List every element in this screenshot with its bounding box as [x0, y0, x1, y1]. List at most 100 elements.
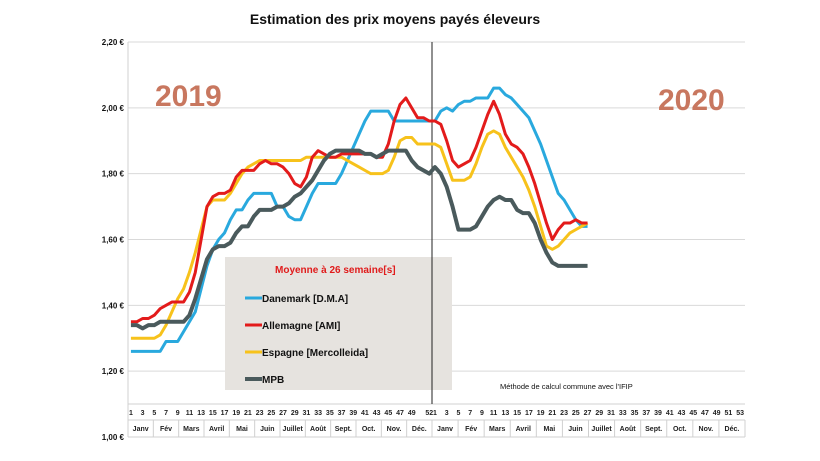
x-tick-label: 35	[326, 410, 334, 417]
legend-label: Danemark [D.M.A]	[262, 294, 348, 305]
series-line-4	[130, 148, 588, 331]
x-tick-label: 31	[607, 410, 615, 417]
month-label: Juin	[568, 426, 582, 433]
month-label: Avril	[209, 426, 224, 433]
y-tick-label: 1,20 €	[102, 367, 125, 376]
x-tick-label: 1	[433, 410, 437, 417]
x-tick-label: 9	[480, 410, 484, 417]
x-tick-label: 23	[256, 410, 264, 417]
month-label: Sept.	[645, 426, 662, 433]
x-tick-label: 21	[244, 410, 252, 417]
month-label: Juin	[260, 426, 274, 433]
x-tick-label: 5	[456, 410, 460, 417]
x-tick-label: 53	[736, 410, 744, 417]
x-tick-label: 33	[619, 410, 627, 417]
x-tick-label: 1	[129, 410, 133, 417]
x-tick-label: 49	[408, 410, 416, 417]
month-label: Sept.	[335, 426, 352, 433]
x-tick-label: 21	[548, 410, 556, 417]
month-label: Mai	[236, 426, 248, 433]
x-tick-label: 3	[141, 410, 145, 417]
x-tick-label: 29	[595, 410, 603, 417]
x-tick-label: 51	[725, 410, 733, 417]
month-label: Déc.	[412, 426, 427, 433]
x-tick-label: 31	[303, 410, 311, 417]
x-tick-label: 29	[291, 410, 299, 417]
x-tick-label: 37	[338, 410, 346, 417]
x-tick-label: 19	[537, 410, 545, 417]
month-label: Mars	[183, 426, 199, 433]
x-tick-label: 25	[572, 410, 580, 417]
series-line-2	[130, 96, 588, 324]
x-tick-label: 49	[713, 410, 721, 417]
x-tick-label: 45	[384, 410, 392, 417]
x-tick-label: 5	[152, 410, 156, 417]
x-tick-label: 39	[349, 410, 357, 417]
method-note: Méthode de calcul commune avec l'IFIP	[500, 382, 633, 391]
x-tick-label: 43	[678, 410, 686, 417]
legend-title: Moyenne à 26 semaine[s]	[275, 265, 396, 276]
chart-title: Estimation des prix moyens payés éleveur…	[250, 11, 540, 27]
x-tick-label: 52	[425, 410, 433, 417]
month-label: Juillet	[283, 426, 304, 433]
x-tick-label: 25	[267, 410, 275, 417]
year-label-2019: 2019	[155, 80, 222, 113]
month-label: Juillet	[591, 426, 612, 433]
x-tick-label: 47	[396, 410, 404, 417]
x-tick-label: 13	[197, 410, 205, 417]
y-tick-label: 2,00 €	[102, 104, 125, 113]
month-label: Août	[620, 426, 637, 433]
month-label: Avril	[516, 426, 531, 433]
x-tick-label: 3	[445, 410, 449, 417]
x-tick-label: 41	[361, 410, 369, 417]
x-tick-label: 11	[186, 410, 194, 417]
y-tick-label: 1,60 €	[102, 236, 125, 245]
legend-label: Allemagne [AMI]	[262, 321, 340, 332]
x-tick-label: 43	[373, 410, 381, 417]
x-tick-label: 37	[642, 410, 650, 417]
month-label: Janv	[437, 426, 453, 433]
legend-label: Espagne [Mercolleida]	[262, 348, 368, 359]
month-label: Oct.	[362, 426, 376, 433]
month-label: Déc.	[725, 426, 740, 433]
y-tick-label: 1,40 €	[102, 301, 125, 310]
x-tick-label: 35	[631, 410, 639, 417]
month-label: Oct.	[673, 426, 687, 433]
month-label: Mars	[489, 426, 505, 433]
legend-box	[225, 257, 452, 390]
x-tick-label: 47	[701, 410, 709, 417]
x-tick-label: 45	[689, 410, 697, 417]
x-tick-label: 19	[232, 410, 240, 417]
month-label: Janv	[133, 426, 149, 433]
x-tick-label: 11	[490, 410, 498, 417]
x-tick-label: 13	[501, 410, 509, 417]
x-tick-label: 9	[176, 410, 180, 417]
x-tick-label: 27	[279, 410, 287, 417]
x-tick-label: 27	[584, 410, 592, 417]
x-tick-label: 33	[314, 410, 322, 417]
series-lines	[130, 86, 589, 353]
x-tick-label: 39	[654, 410, 662, 417]
month-label: Nov.	[387, 426, 402, 433]
x-tick-label: 17	[221, 410, 229, 417]
x-tick-label: 41	[666, 410, 674, 417]
y-tick-label: 1,80 €	[102, 170, 125, 179]
month-label: Août	[310, 426, 327, 433]
x-tick-label: 17	[525, 410, 533, 417]
x-tick-label: 15	[209, 410, 217, 417]
y-axis: 1,00 € 1,20 € 1,40 € 1,60 € 1,80 € 2,00 € 2,20…	[102, 38, 125, 442]
x-tick-label: 23	[560, 410, 568, 417]
x-tick-label: 7	[468, 410, 472, 417]
y-tick-label: 2,20 €	[102, 38, 125, 47]
month-label: Mai	[544, 426, 556, 433]
y-tick-label: 1,00 €	[102, 433, 125, 442]
x-tick-label: 7	[164, 410, 168, 417]
month-label: Fév	[160, 426, 172, 433]
x-axis: 1 3 5 7 9 11 13 15 17 19 21 23 25 27 29 31 33 35 37 39 41 43 4…	[127, 42, 746, 438]
legend: Moyenne à 26 semaine[s] Danemark [D.M.A]…	[225, 257, 452, 390]
legend-label: MPB	[262, 375, 284, 386]
year-label-2020: 2020	[658, 84, 725, 117]
month-label: Nov.	[699, 426, 714, 433]
month-label: Fév	[465, 426, 477, 433]
